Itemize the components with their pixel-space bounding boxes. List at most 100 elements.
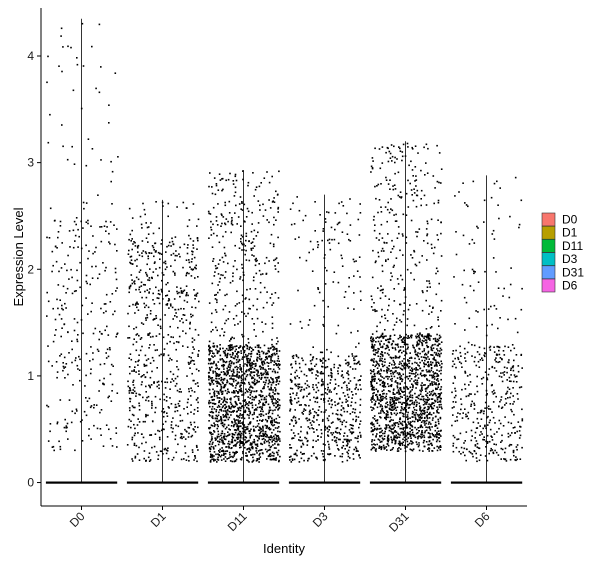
data-point (221, 222, 223, 225)
data-point (239, 446, 241, 449)
data-point (440, 349, 443, 351)
data-point (261, 452, 264, 454)
data-point (388, 150, 391, 153)
data-point (216, 352, 219, 355)
data-point (237, 441, 239, 443)
data-point (336, 437, 338, 439)
data-point (251, 361, 253, 364)
data-point (259, 346, 262, 349)
data-point (144, 284, 146, 286)
data-point (401, 424, 404, 427)
data-point (158, 354, 161, 357)
data-point (268, 455, 270, 457)
data-point (302, 219, 304, 222)
data-point (219, 397, 221, 399)
data-point (328, 446, 330, 448)
data-point (399, 382, 401, 385)
data-point (370, 336, 373, 338)
data-point (314, 230, 316, 232)
data-point (241, 333, 243, 336)
data-point (219, 277, 221, 280)
data-point (401, 412, 404, 415)
data-point (387, 233, 389, 235)
data-point (212, 362, 214, 365)
data-point (253, 430, 255, 432)
data-point (303, 459, 305, 462)
data-point (228, 416, 231, 419)
data-point (421, 382, 423, 384)
data-point (390, 409, 392, 411)
data-point (273, 419, 275, 422)
data-point (165, 303, 168, 306)
data-point (212, 329, 214, 331)
data-point (235, 411, 238, 413)
data-point (252, 425, 255, 428)
data-point (392, 188, 395, 191)
data-point (414, 376, 416, 378)
data-point (398, 401, 400, 404)
data-point (324, 359, 327, 362)
data-point (351, 424, 353, 426)
data-point (373, 447, 376, 449)
data-point (276, 380, 278, 382)
data-point (71, 348, 73, 351)
data-point (267, 385, 269, 388)
data-point (174, 377, 177, 380)
data-point (399, 367, 402, 370)
data-point (355, 450, 358, 452)
data-point (276, 349, 278, 352)
data-point (431, 419, 434, 421)
data-point (432, 417, 434, 419)
data-point (238, 389, 241, 391)
data-point (406, 416, 409, 418)
data-point (387, 183, 390, 185)
data-point (319, 214, 321, 216)
data-point (246, 357, 248, 360)
data-point (253, 329, 255, 331)
data-point (138, 459, 141, 461)
data-point (312, 356, 315, 358)
data-point (406, 418, 409, 421)
data-point (240, 377, 243, 380)
data-point (322, 450, 325, 452)
data-point (419, 361, 421, 364)
data-point (403, 358, 405, 360)
data-point (219, 455, 222, 458)
data-point (313, 396, 315, 399)
data-point (252, 371, 255, 373)
data-point (300, 388, 303, 391)
data-point (384, 430, 386, 433)
data-point (357, 388, 359, 391)
data-point (413, 413, 416, 416)
data-point (140, 376, 143, 378)
data-point (372, 392, 374, 395)
data-point (268, 362, 270, 364)
data-point (421, 359, 423, 362)
data-point (188, 219, 191, 221)
data-point (374, 402, 376, 405)
data-point (71, 340, 73, 342)
data-point (316, 457, 318, 460)
data-point (403, 289, 405, 291)
data-point (159, 325, 162, 328)
data-point (326, 426, 329, 429)
data-point (239, 365, 241, 368)
data-point (256, 298, 259, 300)
data-point (421, 350, 424, 353)
data-point (384, 352, 386, 354)
data-point (277, 403, 280, 406)
data-point (138, 373, 140, 375)
jitter-points-d1 (126, 201, 200, 463)
data-point (428, 305, 431, 307)
data-point (300, 370, 303, 373)
data-point (358, 256, 361, 258)
data-point (266, 376, 269, 379)
data-point (317, 371, 319, 374)
data-point (73, 329, 76, 332)
data-point (268, 379, 270, 381)
data-point (401, 423, 403, 425)
data-point (337, 242, 340, 245)
data-point (251, 404, 254, 407)
data-point (210, 445, 213, 448)
data-point (185, 459, 188, 461)
